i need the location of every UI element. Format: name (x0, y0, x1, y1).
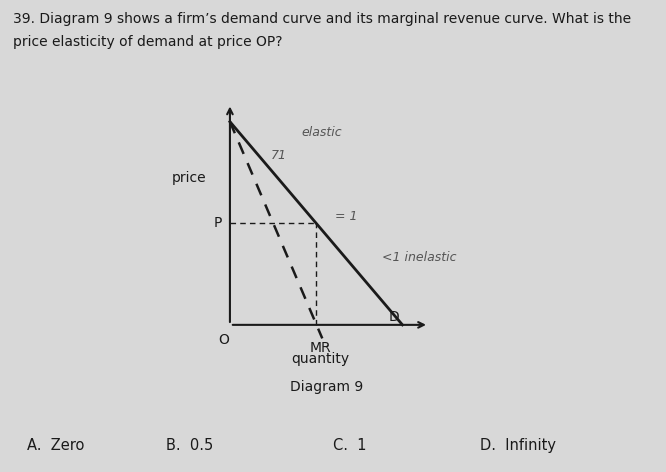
Text: C.  1: C. 1 (333, 438, 366, 453)
Text: 39. Diagram 9 shows a firm’s demand curve and its marginal revenue curve. What i: 39. Diagram 9 shows a firm’s demand curv… (13, 12, 631, 26)
Text: D: D (389, 310, 400, 324)
Text: quantity: quantity (291, 352, 349, 366)
Text: = 1: = 1 (336, 210, 358, 223)
Text: MR: MR (310, 341, 331, 354)
Text: 71: 71 (270, 149, 286, 162)
Text: D.  Infinity: D. Infinity (480, 438, 555, 453)
Text: price: price (172, 171, 206, 185)
Text: O: O (218, 333, 229, 347)
Text: <1 inelastic: <1 inelastic (382, 251, 457, 264)
Text: B.  0.5: B. 0.5 (166, 438, 214, 453)
Text: elastic: elastic (301, 126, 342, 140)
Text: price elasticity of demand at price OP?: price elasticity of demand at price OP? (13, 35, 283, 50)
Text: Diagram 9: Diagram 9 (290, 380, 363, 394)
Text: A.  Zero: A. Zero (27, 438, 84, 453)
Text: P: P (213, 216, 222, 230)
